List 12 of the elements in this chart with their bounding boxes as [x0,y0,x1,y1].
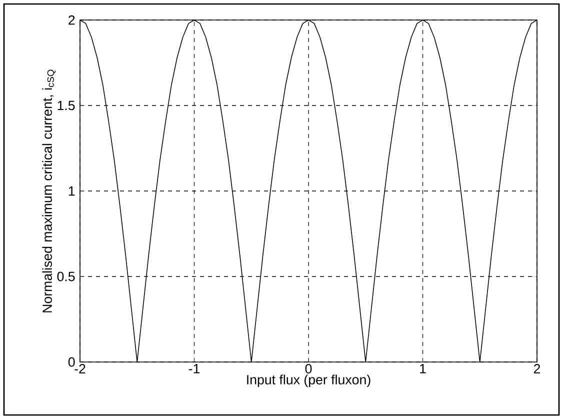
y-tick-label: 1 [68,186,75,196]
x-tick-label: -2 [74,364,86,374]
y-tick-label: 0 [68,357,75,367]
x-axis-title: Input flux (per fluxon) [247,374,370,388]
x-tick-label: 1 [420,364,426,374]
x-tick-label: -1 [188,364,200,374]
x-tick-label: 0 [305,364,312,374]
y-tick-label: 1.5 [58,100,75,110]
x-tick-label: 2 [534,364,540,374]
y-tick-label: 2 [68,15,75,25]
y-axis-title: Normalised maximum critical current, i$_{cSQ}$ [42,70,56,312]
y-tick-label: 0.5 [57,272,75,282]
